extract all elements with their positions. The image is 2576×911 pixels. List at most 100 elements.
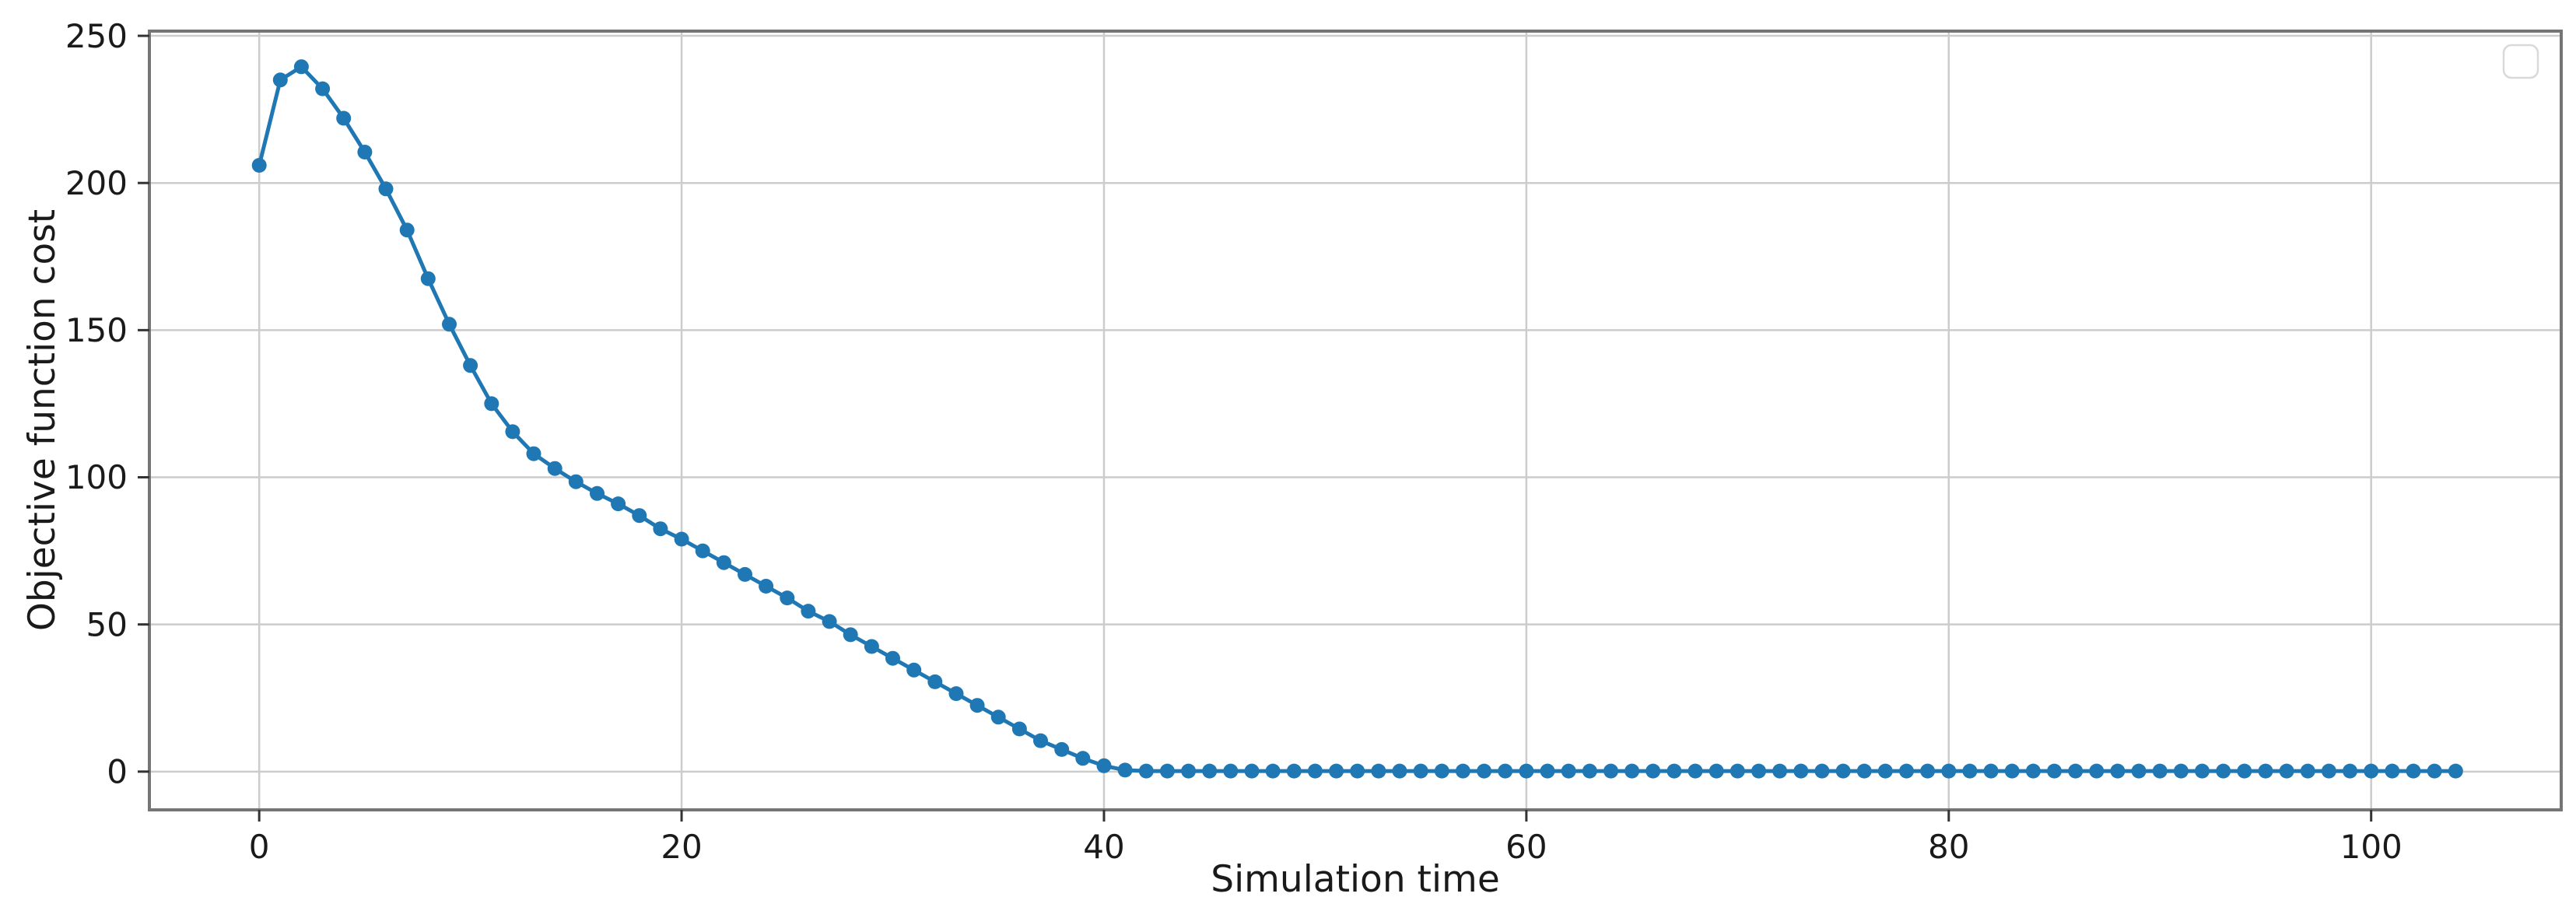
data-point: [1561, 763, 1576, 779]
data-point: [2110, 763, 2126, 779]
data-point: [336, 110, 352, 126]
data-point: [590, 485, 605, 501]
data-point: [1688, 763, 1703, 779]
x-tick-label-20: 20: [661, 828, 702, 866]
data-point: [1244, 763, 1260, 779]
gridlines: [149, 31, 2561, 810]
data-point: [1603, 763, 1618, 779]
data-point: [1413, 763, 1428, 779]
data-point: [1772, 763, 1788, 779]
data-point: [1793, 763, 1809, 779]
data-point: [357, 145, 373, 159]
y-axis-label: Objective function cost: [21, 209, 64, 631]
x-tick-label-60: 60: [1505, 828, 1547, 866]
data-point: [1477, 763, 1492, 779]
data-point: [1011, 721, 1027, 737]
data-point: [1286, 763, 1302, 779]
data-point: [547, 461, 563, 476]
data-point: [2025, 763, 2041, 779]
data-point: [1455, 763, 1470, 779]
data-point: [1033, 733, 1048, 748]
data-point: [2216, 763, 2231, 779]
data-point: [2152, 763, 2168, 779]
data-point: [653, 521, 668, 537]
x-tick-label-40: 40: [1083, 828, 1124, 866]
data-point: [1856, 763, 1872, 779]
data-point: [1265, 763, 1281, 779]
data-point: [1709, 763, 1724, 779]
data-point: [293, 59, 309, 75]
data-point: [801, 604, 816, 619]
data-point: [2279, 763, 2294, 779]
data-point: [1877, 763, 1893, 779]
x-tick-label-80: 80: [1928, 828, 1969, 866]
data-point: [2427, 763, 2442, 779]
data-point: [1350, 763, 1365, 779]
data-point: [272, 72, 288, 88]
data-point: [864, 639, 879, 654]
data-point: [759, 579, 774, 594]
data-point: [2131, 763, 2147, 779]
data-point: [526, 446, 541, 461]
data-point: [927, 674, 943, 689]
y-tick-label-50: 50: [86, 605, 128, 643]
data-point: [1941, 763, 1957, 779]
data-point: [442, 317, 457, 332]
data-point: [1392, 763, 1407, 779]
data-point: [969, 698, 985, 713]
y-tick-label-0: 0: [107, 753, 128, 791]
data-point: [1181, 763, 1197, 779]
x-axis-label: Simulation time: [1211, 858, 1499, 901]
plot-border: [148, 30, 2563, 811]
data-point: [611, 496, 626, 512]
data-point: [1223, 763, 1239, 779]
legend-box: [2502, 44, 2539, 79]
data-point: [822, 614, 837, 629]
data-point: [2004, 763, 2020, 779]
data-point: [2047, 763, 2062, 779]
data-point: [1899, 763, 1914, 779]
data-point: [1624, 763, 1640, 779]
data-point: [315, 81, 331, 96]
data-point: [1540, 763, 1555, 779]
data-point: [1096, 758, 1112, 773]
data-point: [2406, 763, 2421, 779]
y-tick-label-100: 100: [65, 458, 128, 496]
data-point: [1329, 763, 1344, 779]
data-point: [2300, 763, 2315, 779]
data-point: [906, 662, 922, 678]
data-point: [1751, 763, 1766, 779]
data-point: [1434, 763, 1449, 779]
data-point: [399, 222, 415, 238]
data-point: [1519, 763, 1534, 779]
data-point: [2258, 763, 2273, 779]
tick-labels: 0 20 40 60 80 100 0 50 100 150 200 250: [65, 17, 2403, 866]
data-point: [2089, 763, 2105, 779]
data-point: [780, 590, 795, 606]
data-point: [568, 474, 584, 489]
data-point: [2173, 763, 2189, 779]
data-point: [716, 555, 731, 570]
data-point: [2448, 763, 2463, 779]
data-point: [948, 686, 964, 702]
data-point: [1962, 763, 1978, 779]
data-point: [2195, 763, 2210, 779]
data-point: [1307, 763, 1323, 779]
data-point: [1159, 763, 1175, 779]
data-point: [1498, 763, 1513, 779]
data-point: [2237, 763, 2252, 779]
data-series: [251, 59, 2463, 779]
data-point: [1075, 751, 1091, 766]
data-point: [1117, 762, 1133, 778]
data-point: [1835, 763, 1851, 779]
data-point: [738, 566, 752, 582]
data-point: [2068, 763, 2084, 779]
data-point: [2385, 763, 2400, 779]
y-tick-label-150: 150: [65, 311, 128, 349]
data-point: [695, 543, 710, 559]
data-point: [2321, 763, 2336, 779]
data-point: [378, 181, 394, 197]
x-tick-label-100: 100: [2340, 828, 2403, 866]
data-point: [674, 531, 689, 547]
